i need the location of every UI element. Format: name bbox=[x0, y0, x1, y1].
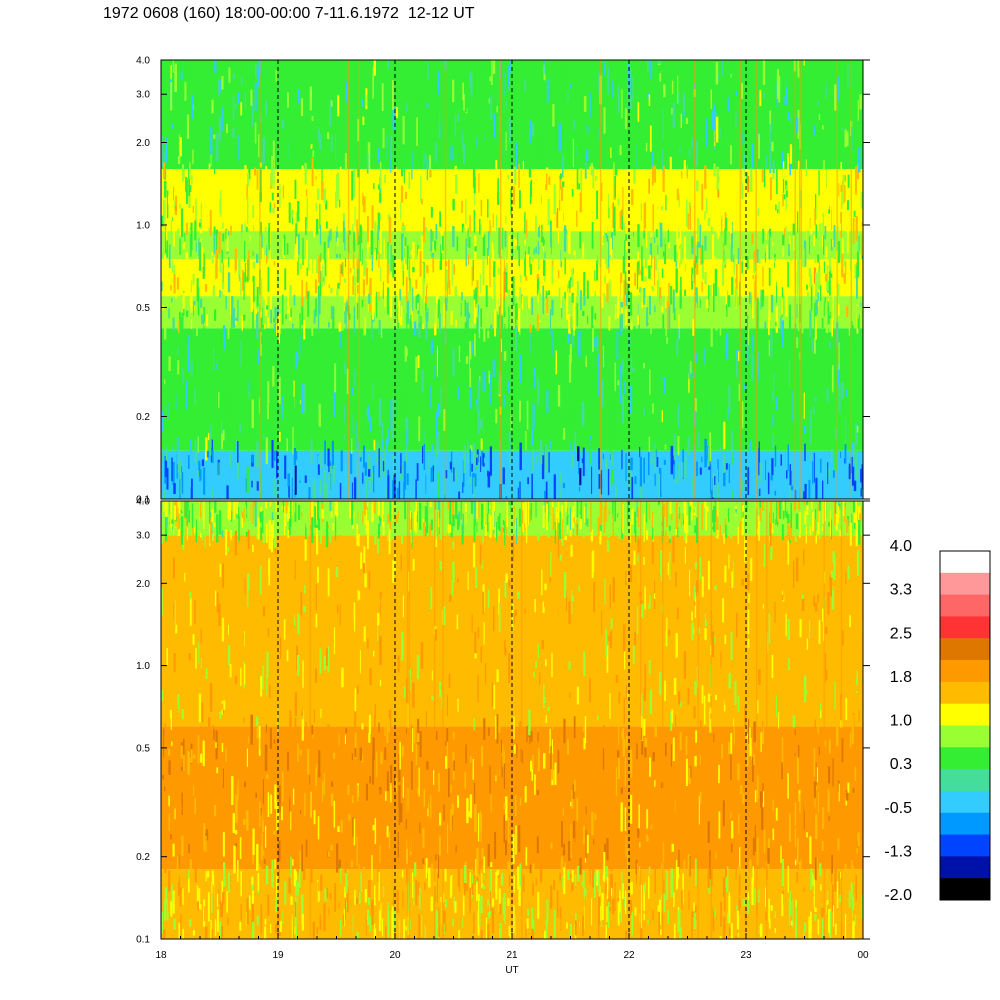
panel-frame bbox=[160, 59, 864, 500]
y-tick-label: 1.0 bbox=[136, 661, 150, 672]
x-axis-label: UT bbox=[505, 965, 518, 976]
colorbar-swatch bbox=[940, 790, 990, 814]
x-tick-label: 19 bbox=[272, 950, 284, 961]
colorbar-tick-label: -1.3 bbox=[884, 843, 912, 860]
y-tick-label: 0.5 bbox=[136, 743, 150, 754]
y-tick-label: 0.1 bbox=[136, 935, 150, 946]
colorbar-swatch bbox=[940, 551, 990, 574]
spectrogram-field bbox=[161, 501, 863, 939]
x-tick-label: 22 bbox=[623, 950, 635, 961]
plot-title: 1972 0608 (160) 18:00-00:00 7-11.6.1972 … bbox=[103, 5, 475, 22]
colorbar-swatch bbox=[940, 769, 990, 792]
colorbar-tick-label: 3.3 bbox=[890, 582, 912, 599]
colorbar-swatch bbox=[940, 725, 990, 748]
y-tick-label: 2.0 bbox=[136, 138, 150, 149]
colorbar-swatch bbox=[940, 660, 990, 683]
colorbar-tick-label: 1.8 bbox=[890, 669, 912, 686]
colorbar-tick-label: 4.0 bbox=[890, 538, 912, 555]
colorbar-swatch bbox=[940, 747, 990, 770]
y-tick-label: 3.0 bbox=[136, 531, 150, 542]
colorbar-swatch bbox=[940, 834, 990, 857]
colorbar-swatch bbox=[940, 616, 990, 639]
upper-spectrogram-panel: 0.1 0.2 0.5 1.0 2.0 3.0 4.0 bbox=[136, 56, 870, 506]
x-tick-label: 18 bbox=[155, 950, 167, 961]
y-tick-label: 1.0 bbox=[136, 220, 150, 231]
y-tick-label: 2.0 bbox=[136, 579, 150, 590]
spectrogram-field bbox=[161, 60, 863, 499]
lower-spectrogram-panel: 0.1 0.2 0.5 1.0 2.0 3.0 4.0 18 19 20 21 22 23 00 UT bbox=[136, 497, 870, 976]
x-tick-label: 23 bbox=[740, 950, 752, 961]
intensity-band bbox=[161, 60, 863, 170]
y-tick-label: 0.2 bbox=[136, 412, 150, 423]
colorbar-swatch bbox=[940, 594, 990, 617]
x-tick-label: 20 bbox=[389, 950, 401, 961]
x-tick-label: 21 bbox=[506, 950, 518, 961]
colorbar-swatch bbox=[940, 703, 990, 726]
colorbar-swatch bbox=[940, 681, 990, 705]
colorbar-swatch bbox=[940, 812, 990, 836]
y-tick-label: 0.5 bbox=[136, 303, 150, 314]
y-tick-label: 0.1 bbox=[136, 495, 150, 506]
colorbar-swatch bbox=[940, 572, 990, 596]
colorbar-swatch bbox=[940, 638, 990, 661]
y-tick-label: 4.0 bbox=[136, 497, 150, 508]
colorbar-frame bbox=[939, 550, 991, 901]
y-tick-label: 3.0 bbox=[136, 90, 150, 101]
colorbar-tick-label: 0.3 bbox=[890, 756, 912, 773]
colorbar: 4.0 3.3 2.5 1.8 1.0 0.3 -0.5 -1.3 -2.0 bbox=[884, 538, 991, 904]
colorbar-swatch bbox=[940, 878, 990, 901]
y-tick-label: 0.2 bbox=[136, 852, 150, 863]
colorbar-tick-label: -0.5 bbox=[884, 800, 912, 817]
colorbar-tick-label: -2.0 bbox=[884, 887, 912, 904]
colorbar-swatch bbox=[940, 856, 990, 879]
colorbar-tick-label: 2.5 bbox=[890, 625, 912, 642]
colorbar-tick-label: 1.0 bbox=[890, 713, 912, 730]
y-tick-label: 4.0 bbox=[136, 56, 150, 67]
x-tick-label: 00 bbox=[857, 950, 869, 961]
